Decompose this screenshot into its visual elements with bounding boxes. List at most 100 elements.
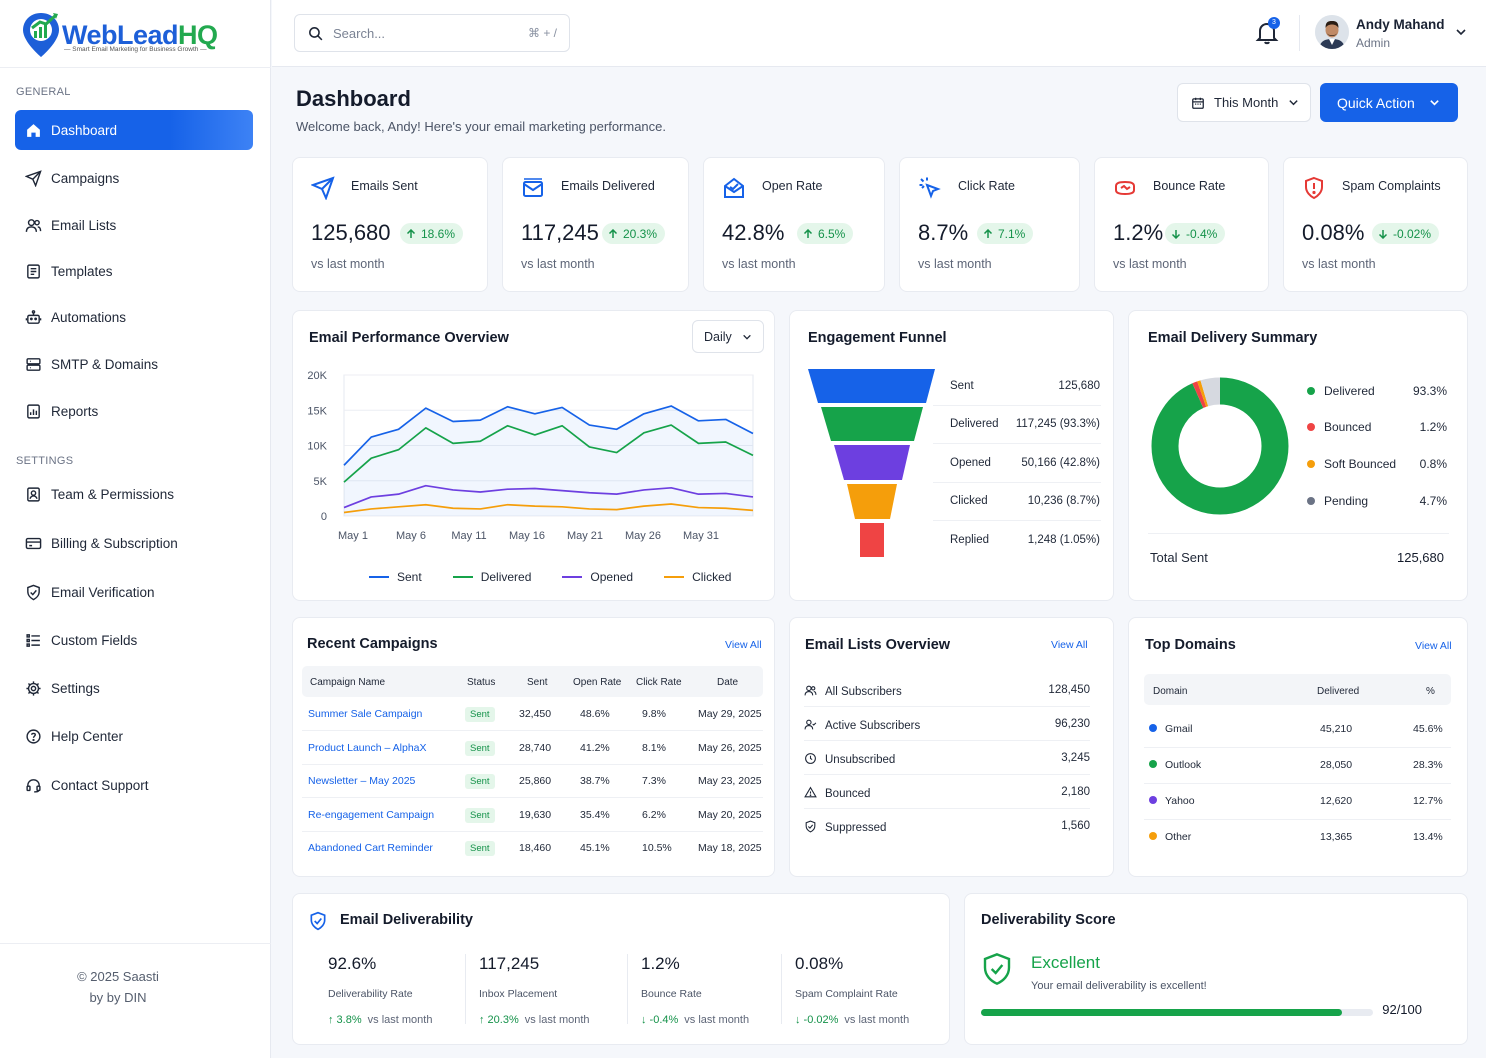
legend-label: Pending (1324, 494, 1369, 508)
chevron-down-icon (1430, 100, 1439, 106)
help-icon (26, 728, 41, 744)
row-divider (1144, 783, 1451, 784)
open-rate-cell: 41.2% (580, 741, 610, 754)
list-item-all-subscribers[interactable]: All Subscribers 128,450 (804, 684, 1090, 698)
domain-delivered: 13,365 (1320, 831, 1353, 843)
recent-campaigns-card: Recent Campaigns View All Campaign Name S… (292, 617, 775, 877)
campaign-name-link[interactable]: Newsletter – May 2025 (308, 775, 416, 787)
calendar-icon (1192, 97, 1204, 109)
stat-card-emails-sent[interactable]: Emails Sent 125,680 18.6% vs last month (292, 157, 488, 292)
funnel-divider (933, 443, 1101, 444)
metric-label: Inbox Placement (479, 988, 558, 1000)
donut-slice-delivered[interactable] (1151, 377, 1289, 515)
sidebar-item-custom-fields[interactable]: Custom Fields (15, 620, 253, 660)
quick-action-button[interactable]: Quick Action (1320, 83, 1458, 122)
email-lists-card: Email Lists Overview View All All Subscr… (789, 617, 1114, 877)
view-all-link[interactable]: View All (1051, 639, 1088, 651)
metric-compare: vs last month (367, 1014, 433, 1026)
legend-value: 1.2% (1419, 420, 1447, 434)
warning-icon (804, 786, 817, 798)
sidebar-item-help-center[interactable]: Help Center (15, 716, 253, 756)
sidebar-item-billing[interactable]: Billing & Subscription (15, 523, 253, 563)
series-line-opened[interactable] (343, 484, 754, 509)
arrow-up-icon (803, 228, 813, 238)
stat-card-emails-delivered[interactable]: Emails Delivered 117,245 20.3% vs last m… (502, 157, 689, 292)
arrow-down-icon (1378, 229, 1388, 239)
sidebar-item-contact-support[interactable]: Contact Support (15, 765, 253, 805)
open-rate-cell: 35.4% (580, 808, 610, 821)
sidebar-item-campaigns[interactable]: Campaigns (15, 158, 253, 198)
avatar[interactable] (1315, 15, 1349, 49)
y-tick-label: 10K (307, 441, 327, 453)
sidebar-item-label: SMTP & Domains (51, 356, 159, 372)
quick-action-label: Quick Action (1337, 94, 1415, 111)
list-item-bounced[interactable]: Bounced 2,180 (804, 786, 1090, 800)
legend-item-clicked[interactable]: Clicked (664, 570, 731, 584)
chevron-down-icon[interactable] (1455, 26, 1467, 38)
engagement-funnel-chart[interactable] (804, 368, 939, 562)
sidebar-item-settings[interactable]: Settings (15, 668, 253, 708)
deliverability-card: Email Deliverability 92.6% Deliverability… (292, 893, 950, 1045)
sidebar-item-dashboard[interactable]: Dashboard (15, 110, 253, 150)
user-avatar-icon (1315, 15, 1349, 49)
delivery-donut-chart[interactable] (1149, 375, 1291, 517)
click-rate-cell: 10.5% (642, 842, 672, 854)
sidebar-item-reports[interactable]: Reports (15, 391, 253, 431)
list-item-suppressed[interactable]: Suppressed 1,560 (804, 820, 1090, 834)
list-item-active-subscribers[interactable]: Active Subscribers 96,230 (804, 718, 1090, 732)
campaign-name-link[interactable]: Product Launch – AlphaX (308, 741, 427, 754)
sent-cell: 19,630 (519, 808, 552, 821)
logo[interactable]: WebLeadHQ — Smart Email Marketing for Bu… (20, 10, 218, 60)
row-divider (302, 830, 763, 832)
legend-item-sent[interactable]: Sent (369, 570, 422, 584)
stat-value: 0.08% (1302, 220, 1365, 245)
view-all-link[interactable]: View All (1415, 640, 1452, 652)
period-select[interactable]: This Month (1177, 83, 1311, 122)
sidebar-item-smtp-domains[interactable]: SMTP & Domains (15, 344, 253, 384)
performance-line-chart[interactable]: 20K 15K 10K 5K 0 May 1 May 6 May 11 May 16 May 21… (293, 361, 774, 561)
legend-item-opened[interactable]: Opened (562, 570, 633, 584)
legend-label: Bounced (1324, 420, 1372, 434)
domain-percent: 12.7% (1413, 795, 1443, 807)
stat-card-bounce-rate[interactable]: Bounce Rate 1.2% -0.4% vs last month (1094, 157, 1269, 292)
row-divider (302, 763, 763, 765)
sidebar-item-team-permissions[interactable]: Team & Permissions (15, 474, 253, 514)
metric-label: Bounce Rate (641, 988, 702, 1000)
legend-item-delivered[interactable]: Delivered (452, 570, 531, 584)
campaign-name-link[interactable]: Abandoned Cart Reminder (308, 842, 433, 854)
sidebar-item-templates[interactable]: Templates (15, 251, 253, 291)
sidebar-item-label: Custom Fields (51, 632, 138, 648)
domain-name: Yahoo (1149, 795, 1195, 807)
sidebar-item-email-lists[interactable]: Email Lists (15, 205, 253, 245)
search-input[interactable]: Search... ⌘ + / (294, 14, 570, 52)
view-all-link[interactable]: View All (725, 639, 762, 651)
sidebar-item-automations[interactable]: Automations (15, 297, 253, 337)
gear-icon (26, 680, 41, 696)
stat-compare: vs last month (311, 257, 385, 271)
sidebar: WebLeadHQ — Smart Email Marketing for Bu… (0, 0, 271, 1058)
date-cell: May 29, 2025 (698, 708, 762, 720)
donut-slice-pending[interactable] (1151, 377, 1289, 515)
domain-percent: 13.4% (1413, 831, 1443, 843)
interval-select[interactable]: Daily (692, 320, 764, 353)
score-value: 92/100 (1382, 1002, 1422, 1017)
series-line-delivered[interactable] (343, 424, 754, 483)
list-item-unsubscribed[interactable]: Unsubscribed 3,245 (804, 752, 1090, 766)
click-rate-cell: 9.8% (642, 708, 666, 720)
sidebar-divider (0, 67, 271, 68)
domain-name: Other (1149, 831, 1191, 843)
x-tick-label: May 21 (567, 530, 603, 542)
sidebar-item-email-verification[interactable]: Email Verification (15, 572, 253, 612)
series-line-sent[interactable] (343, 405, 754, 466)
series-line-clicked[interactable] (343, 503, 754, 514)
stat-card-open-rate[interactable]: Open Rate 42.8% 6.5% vs last month (703, 157, 885, 292)
domain-percent: 28.3% (1413, 759, 1443, 771)
stat-card-spam-complaints[interactable]: Spam Complaints 0.08% -0.02% vs last mon… (1283, 157, 1468, 292)
campaign-name-link[interactable]: Re-engagement Campaign (308, 808, 435, 821)
interval-label: Daily (704, 329, 732, 344)
notification-button[interactable]: 3 (1255, 17, 1280, 46)
stat-card-click-rate[interactable]: Click Rate 8.7% 7.1% vs last month (899, 157, 1080, 292)
campaign-name-link[interactable]: Summer Sale Campaign (308, 708, 423, 720)
unsubscribe-icon (805, 753, 816, 764)
credit-card-icon (25, 537, 42, 549)
